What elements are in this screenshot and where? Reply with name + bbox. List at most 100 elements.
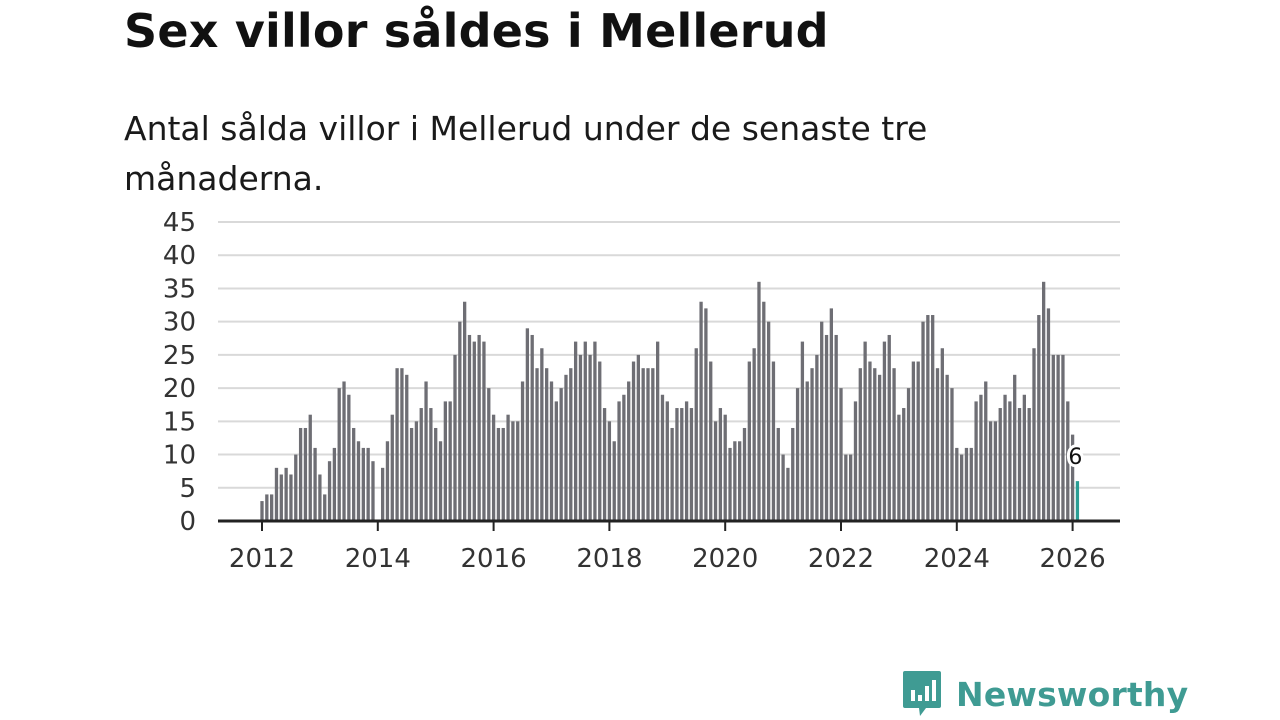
bar [607, 421, 612, 521]
bar [540, 348, 544, 521]
bar [897, 414, 901, 521]
bar [511, 421, 515, 521]
bar [265, 494, 269, 521]
bar [472, 341, 476, 521]
bar [733, 441, 737, 521]
bar [525, 328, 530, 521]
bar [424, 381, 428, 521]
bar [612, 441, 616, 521]
bar [530, 334, 534, 521]
bar [1051, 354, 1055, 521]
chart-title: Sex villor såldes i Mellerud [124, 4, 829, 58]
bar [598, 361, 602, 521]
x-tick-label: 2018 [576, 544, 642, 574]
bar [849, 454, 853, 521]
bar [308, 414, 312, 521]
data-labels: 6 [1065, 442, 1085, 473]
bar [274, 467, 279, 521]
bar [931, 315, 935, 521]
bar [1037, 315, 1041, 521]
bar [443, 401, 447, 521]
brand-name: Newsworthy [956, 674, 1189, 714]
bar [660, 394, 665, 521]
y-tick-label: 20 [163, 374, 196, 404]
bar [434, 427, 438, 521]
bar [1013, 374, 1017, 521]
bar [795, 388, 800, 521]
bar [906, 388, 911, 521]
bar [781, 454, 785, 521]
bar [342, 381, 346, 521]
bar [400, 368, 404, 521]
bar [390, 414, 394, 521]
bar [463, 301, 467, 521]
bar [680, 408, 684, 521]
bar-highlight [1075, 481, 1080, 521]
bar [414, 421, 419, 521]
bar [482, 341, 486, 521]
bar [260, 501, 264, 521]
bar [366, 447, 370, 521]
bar [516, 421, 520, 521]
bar [776, 427, 780, 521]
bar [491, 414, 496, 521]
x-tick-label: 2016 [461, 544, 527, 574]
bar [395, 368, 399, 521]
bar [651, 368, 655, 521]
bar [496, 427, 501, 521]
bar [564, 374, 568, 521]
bar [810, 368, 814, 521]
bar [622, 394, 626, 521]
bar [453, 354, 457, 521]
bar [713, 421, 718, 521]
bar [665, 401, 669, 521]
bar [1042, 281, 1046, 521]
bar [1061, 354, 1065, 521]
bar [602, 408, 607, 521]
bar [873, 368, 877, 521]
y-tick-label: 10 [163, 441, 196, 471]
bar [380, 467, 385, 521]
bar [636, 354, 640, 521]
bar [627, 381, 631, 521]
y-tick-label: 5 [179, 474, 196, 504]
bar [824, 334, 829, 521]
bar [940, 348, 944, 521]
bar [689, 408, 694, 521]
bar [853, 401, 858, 521]
bar [815, 354, 819, 521]
bar [318, 474, 322, 521]
bar [487, 388, 491, 521]
bar [477, 334, 481, 521]
bar [984, 381, 988, 521]
bar [323, 494, 327, 521]
bar [1027, 408, 1031, 521]
bar [617, 401, 621, 521]
y-tick-label: 40 [163, 241, 196, 271]
bar [839, 388, 843, 521]
bar [569, 368, 573, 521]
bar [738, 441, 742, 521]
x-axis: 2012 2014 2016 2018 2020 2022 2024 2026 [218, 519, 1120, 574]
bar [752, 348, 756, 521]
bar-series [260, 281, 1080, 521]
bar [409, 427, 414, 521]
bar [458, 321, 462, 521]
bar [786, 467, 790, 521]
bar [762, 301, 766, 521]
bar [993, 421, 998, 521]
bar [385, 441, 390, 521]
chart-subtitle: Antal sålda villor i Mellerud under de s… [124, 109, 928, 198]
bar [800, 341, 805, 521]
newsworthy-logo[interactable]: Newsworthy [902, 670, 1188, 718]
bar [298, 427, 303, 521]
bar [588, 354, 592, 521]
bar [1046, 308, 1051, 521]
bar [559, 388, 563, 521]
bar [429, 408, 433, 521]
bar [646, 368, 650, 521]
bar [950, 388, 954, 521]
y-tick-label: 0 [179, 507, 196, 537]
bar [467, 334, 472, 521]
